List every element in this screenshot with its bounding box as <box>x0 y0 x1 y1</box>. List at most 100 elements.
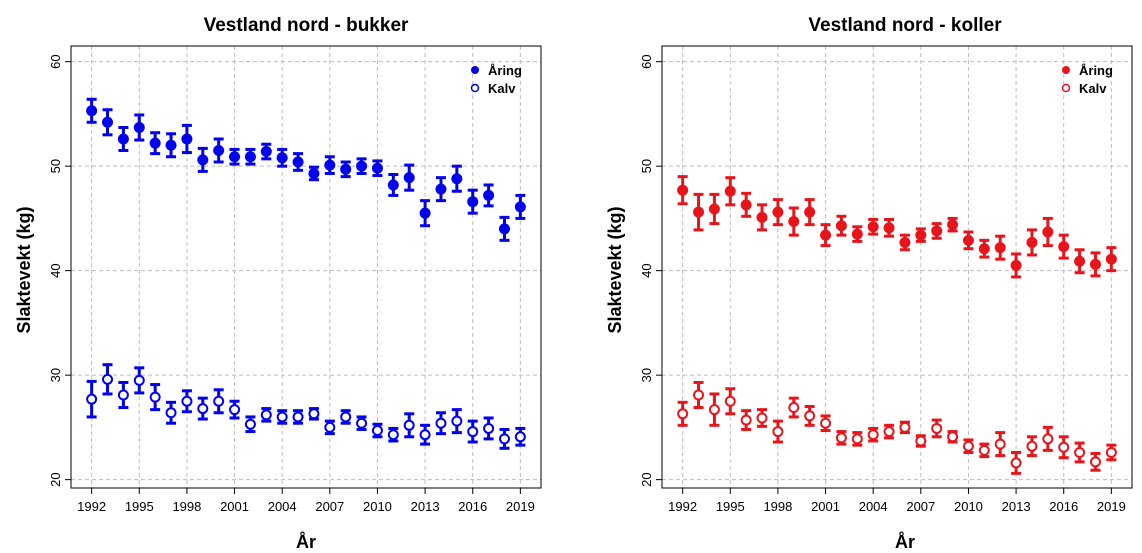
x-tick-label: 2016 <box>1049 499 1078 514</box>
data-point-aring <box>820 229 832 241</box>
x-tick-label: 2004 <box>268 499 297 514</box>
data-point-aring <box>229 151 241 163</box>
data-point-aring <box>213 144 225 156</box>
x-tick-label: 2013 <box>1002 499 1031 514</box>
data-point-kalv <box>1058 441 1070 453</box>
data-point-kalv <box>867 429 879 441</box>
data-point-kalv <box>740 414 752 426</box>
data-point-kalv <box>1042 433 1054 445</box>
data-point-kalv <box>1026 440 1038 452</box>
y-tick-label: 60 <box>48 54 63 68</box>
data-point-kalv <box>356 417 368 429</box>
x-tick-label: 2001 <box>811 499 840 514</box>
legend-marker-kalv <box>1061 83 1071 93</box>
data-point-kalv <box>340 411 352 423</box>
x-tick-label: 2013 <box>411 499 440 514</box>
data-point-kalv <box>165 407 177 419</box>
data-point-aring <box>788 216 800 228</box>
x-axis-title: År <box>895 532 915 552</box>
plot-area: 1992 1995 1998 2001 2004 2007 2010 2013 2016 2019… <box>639 45 1133 514</box>
data-point-aring <box>867 221 879 233</box>
chart-title: Vestland nord - bukker <box>204 15 409 36</box>
data-point-kalv <box>978 444 990 456</box>
x-axis-title: År <box>296 532 316 552</box>
y-tick-label: 40 <box>639 263 654 277</box>
legend-label: Kalv <box>488 81 516 96</box>
x-tick-label: 1992 <box>668 499 697 514</box>
x-tick-label: 1998 <box>763 499 792 514</box>
data-point-kalv <box>677 408 689 420</box>
y-axis-title: Slaktevekt (kg) <box>14 206 34 333</box>
data-point-kalv <box>292 411 304 423</box>
data-point-kalv <box>308 408 320 420</box>
data-point-kalv <box>915 435 927 447</box>
data-point-aring <box>994 242 1006 254</box>
data-point-kalv <box>835 432 847 444</box>
y-axis-title: Slaktevekt (kg) <box>605 206 625 333</box>
data-point-kalv <box>324 421 336 433</box>
data-point-aring <box>1058 241 1070 253</box>
x-tick-label: 2019 <box>506 499 535 514</box>
legend-marker-aring <box>1062 66 1070 74</box>
data-point-kalv <box>931 422 943 434</box>
data-point-aring <box>708 203 720 215</box>
data-point-aring <box>724 185 736 197</box>
data-point-aring <box>978 243 990 255</box>
data-point-aring <box>149 137 161 149</box>
data-point-kalv <box>435 417 447 429</box>
data-point-aring <box>244 151 256 163</box>
data-point-kalv <box>883 426 895 438</box>
data-point-kalv <box>483 422 495 434</box>
x-tick-label: 2016 <box>458 499 487 514</box>
x-tick-label: 2004 <box>859 499 888 514</box>
legend-label: Åring <box>488 63 522 78</box>
data-point-kalv <box>213 395 225 407</box>
data-point-kalv <box>724 395 736 407</box>
data-point-aring <box>467 196 479 208</box>
data-point-aring <box>514 201 526 213</box>
data-point-kalv <box>514 431 526 443</box>
data-point-aring <box>356 160 368 172</box>
data-point-aring <box>883 222 895 234</box>
data-point-kalv <box>1074 446 1086 458</box>
data-point-kalv <box>181 395 193 407</box>
x-tick-label: 1992 <box>77 499 106 514</box>
y-tick-label: 20 <box>48 472 63 486</box>
data-point-aring <box>1089 258 1101 270</box>
data-point-kalv <box>149 391 161 403</box>
data-point-aring <box>308 167 320 179</box>
y-tick-label: 40 <box>48 263 63 277</box>
data-point-aring <box>181 133 193 145</box>
data-point-aring <box>340 163 352 175</box>
data-point-aring <box>804 206 816 218</box>
x-tick-label: 2007 <box>906 499 935 514</box>
y-tick-label: 50 <box>639 159 654 173</box>
chart-panel-koller: Vestland nord - koller År Slaktevekt (kg… <box>605 15 1133 552</box>
data-point-aring <box>133 122 145 134</box>
data-point-kalv <box>756 412 768 424</box>
data-point-aring <box>451 173 463 185</box>
data-point-aring <box>947 219 959 231</box>
data-point-aring <box>772 206 784 218</box>
legend-marker-kalv <box>470 83 480 93</box>
data-point-kalv <box>1089 456 1101 468</box>
x-tick-label: 2007 <box>315 499 344 514</box>
data-point-aring <box>86 105 98 117</box>
x-tick-label: 2001 <box>220 499 249 514</box>
data-point-kalv <box>498 433 510 445</box>
chart-panel-bukker: Vestland nord - bukker År Slaktevekt (kg… <box>14 15 542 552</box>
data-point-kalv <box>851 433 863 445</box>
x-tick-label: 1998 <box>172 499 201 514</box>
data-point-aring <box>915 229 927 241</box>
data-point-aring <box>117 133 129 145</box>
data-point-aring <box>324 159 336 171</box>
y-tick-label: 30 <box>639 368 654 382</box>
data-point-kalv <box>117 389 129 401</box>
x-tick-label: 2019 <box>1097 499 1126 514</box>
plot-area: 1992 1995 1998 2001 2004 2007 2010 2013 2016 2019… <box>48 45 542 514</box>
data-point-kalv <box>86 393 98 405</box>
data-point-aring <box>165 139 177 151</box>
legend-marker-aring <box>471 66 479 74</box>
y-tick-label: 20 <box>639 472 654 486</box>
data-point-aring <box>387 179 399 191</box>
